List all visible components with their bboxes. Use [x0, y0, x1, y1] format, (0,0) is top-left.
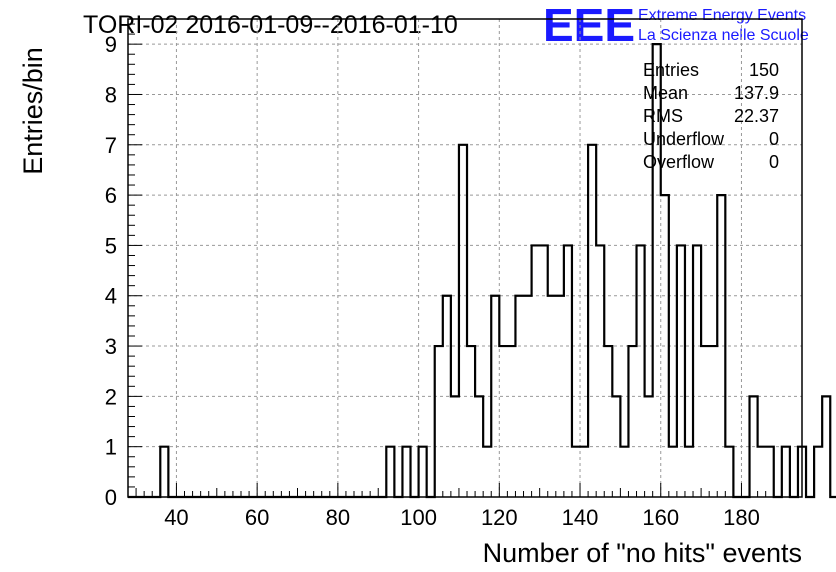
- x-tick-label: 120: [481, 505, 518, 530]
- histogram-bin: [475, 396, 483, 497]
- stats-value-entries: 150: [749, 60, 779, 80]
- x-axis-label: Number of "no hits" events: [483, 538, 802, 568]
- grid-lines: [128, 19, 802, 497]
- histogram-bin: [451, 396, 459, 497]
- histogram-bin: [822, 396, 830, 497]
- logo-line-2: La Scienza nelle Scuole: [638, 27, 809, 44]
- stats-value-overflow: 0: [769, 152, 779, 172]
- histogram-bin: [419, 447, 427, 497]
- histogram-bin: [507, 346, 515, 497]
- histogram-bin: [750, 396, 758, 497]
- histogram-bin: [443, 296, 451, 497]
- stats-value-rms: 22.37: [734, 106, 779, 126]
- histogram-bin: [532, 245, 540, 497]
- histogram-bin: [661, 195, 669, 497]
- y-tick-label: 9: [105, 32, 117, 57]
- logo-line-1: Extreme Energy Events: [638, 7, 806, 24]
- histogram-bin: [717, 195, 725, 497]
- histogram-bin: [725, 447, 733, 497]
- histogram-bin: [596, 245, 604, 497]
- stats-row-rms: RMS 22.37: [643, 106, 779, 126]
- y-tick-label: 3: [105, 334, 117, 359]
- stats-row-entries: Entries 150: [643, 60, 779, 80]
- histogram-bin: [669, 447, 677, 497]
- histogram-bin: [499, 346, 507, 497]
- histogram-bin: [564, 245, 572, 497]
- x-axis-ticks: 40 60 80 100 120 140 160 180: [135, 483, 799, 530]
- histogram-bin: [402, 447, 410, 497]
- histogram-bin: [604, 346, 612, 497]
- histogram-bin: [814, 447, 822, 497]
- histogram-bin: [540, 245, 548, 497]
- histogram-bin: [637, 245, 645, 497]
- stats-row-underflow: Underflow 0: [643, 129, 779, 149]
- histogram-bin: [709, 346, 717, 497]
- stats-row-mean: Mean 137.9: [643, 83, 779, 103]
- histogram-bin: [677, 245, 685, 497]
- histogram-bin: [685, 447, 693, 497]
- histogram-bin: [580, 447, 588, 497]
- stats-label-underflow: Underflow: [643, 129, 725, 149]
- histogram-bin: [572, 447, 580, 497]
- x-tick-label: 160: [642, 505, 679, 530]
- histogram-bin: [588, 145, 596, 497]
- stats-box: Entries 150 Mean 137.9 RMS 22.37 Underfl…: [643, 60, 779, 172]
- y-tick-label: 7: [105, 133, 117, 158]
- y-tick-label: 2: [105, 384, 117, 409]
- stats-value-underflow: 0: [769, 129, 779, 149]
- x-tick-label: 180: [723, 505, 760, 530]
- histogram-bin: [435, 346, 443, 497]
- stats-label-mean: Mean: [643, 83, 688, 103]
- eee-logo: EEE Extreme Energy Events La Scienza nel…: [543, 0, 809, 51]
- histogram-bin: [701, 346, 709, 497]
- stats-label-overflow: Overflow: [643, 152, 715, 172]
- histogram-bin: [556, 296, 564, 497]
- histogram-bin: [467, 346, 475, 497]
- histogram-bin: [645, 396, 653, 497]
- plot-frame: [127, 18, 803, 498]
- histogram-bin: [628, 346, 636, 497]
- stats-value-mean: 137.9: [734, 83, 779, 103]
- y-tick-label: 1: [105, 435, 117, 460]
- y-tick-label: 5: [105, 233, 117, 258]
- eee-logo-mark: EEE: [543, 0, 635, 51]
- x-tick-label: 100: [400, 505, 437, 530]
- stats-label-entries: Entries: [643, 60, 699, 80]
- histogram-bin: [483, 447, 491, 497]
- histogram-bins: [160, 44, 830, 497]
- histogram-bin: [524, 296, 532, 497]
- histogram-bin: [612, 396, 620, 497]
- histogram-bin: [620, 447, 628, 497]
- histogram-bin: [386, 447, 394, 497]
- y-tick-label: 0: [105, 485, 117, 510]
- histogram-bin: [459, 145, 467, 497]
- y-tick-label: 6: [105, 183, 117, 208]
- stats-label-rms: RMS: [643, 106, 683, 126]
- x-tick-label: 80: [326, 505, 350, 530]
- y-tick-label: 8: [105, 82, 117, 107]
- y-axis-label: Entries/bin: [18, 47, 48, 175]
- histogram-bin: [491, 296, 499, 497]
- stats-row-overflow: Overflow 0: [643, 152, 779, 172]
- histogram-bin: [693, 245, 701, 497]
- chart-title: TORI-02 2016-01-09--2016-01-10: [83, 11, 458, 39]
- histogram-bin: [766, 447, 774, 497]
- histogram-bin: [548, 296, 556, 497]
- y-tick-label: 4: [105, 284, 117, 309]
- y-axis-ticks: 0 1 2 3 4 5 6 7 8 9: [105, 23, 142, 510]
- x-tick-label: 60: [245, 505, 269, 530]
- x-tick-label: 140: [562, 505, 599, 530]
- histogram-bin: [758, 447, 766, 497]
- histogram-bin: [160, 447, 168, 497]
- x-tick-label: 40: [164, 505, 188, 530]
- histogram-bin: [782, 447, 790, 497]
- histogram-bin: [515, 296, 523, 497]
